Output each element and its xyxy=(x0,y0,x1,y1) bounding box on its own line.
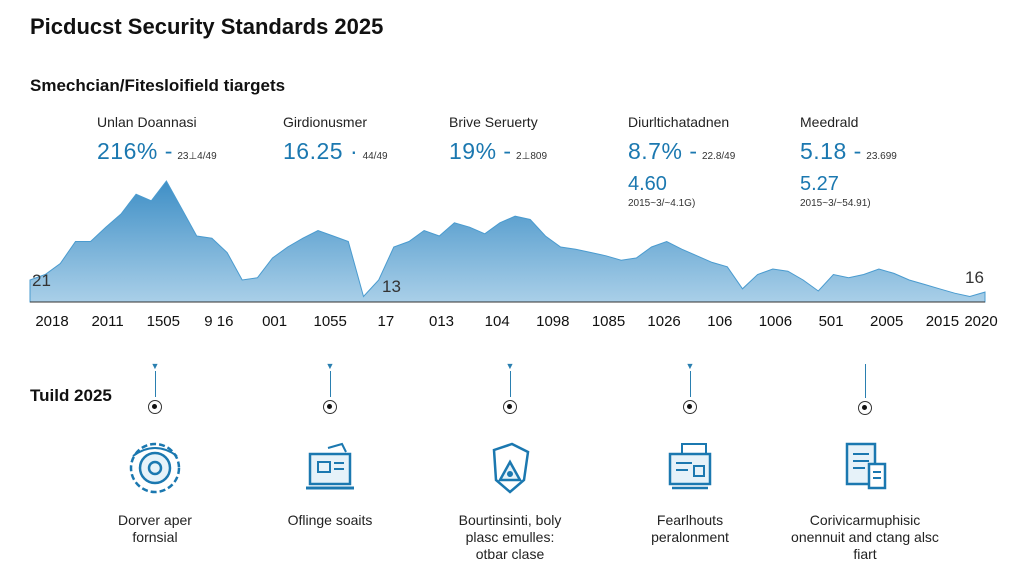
document-monitor-icon xyxy=(306,442,354,490)
timeline-item-3: ▼ Bourtinsinti, boly plasc emulles: otba… xyxy=(425,361,595,563)
x-tick-label: 1098 xyxy=(536,313,569,330)
metric-label: Brive Seruerty xyxy=(449,114,538,130)
metric-sub: 2⊥809 xyxy=(516,151,548,162)
metric-label: Girdionusmer xyxy=(283,114,368,130)
x-tick-label: 501 xyxy=(819,313,844,330)
metric-label: Unlan Doannasi xyxy=(97,114,197,130)
x-tick-label: 1085 xyxy=(592,313,625,330)
metric-value: 216% - xyxy=(97,138,173,164)
timeline-caption: Fearlhouts peralonment xyxy=(651,512,729,545)
timeline-dot xyxy=(503,400,517,414)
shield-drop-icon xyxy=(492,442,530,494)
timeline-dot xyxy=(323,400,337,414)
timeline-caption: Dorver aper fornsial xyxy=(118,512,192,545)
metric-value-secondary: 4.60 xyxy=(628,173,667,195)
page-title: Picducst Security Standards 2025 xyxy=(30,14,384,39)
section-subtitle: Smechcian/Fitesloifield tiargets xyxy=(30,76,286,95)
x-tick-label: 1055 xyxy=(314,313,347,330)
timeline-caption: Bourtinsinti, boly plasc emulles: otbar … xyxy=(458,512,562,562)
metric-sub-secondary: 2015~3/~4.1G) xyxy=(628,198,696,209)
x-tick-label: 9 16 xyxy=(204,313,233,330)
metric-sub: 44/49 xyxy=(362,151,388,162)
x-tick-label: 1026 xyxy=(647,313,680,330)
area-chart: 21 16 13 2018 2011 1505 9 16 001 1055 17 013 104… xyxy=(29,180,998,330)
metric-2: Girdionusmer 16.25 · 44/49 xyxy=(283,114,463,165)
timeline-stem xyxy=(509,371,511,397)
timeline-item-4: ▼ Fearlhouts peralonment xyxy=(605,361,775,546)
x-tick-label: 2020 xyxy=(964,313,997,330)
timeline-dot xyxy=(858,401,872,415)
x-tick-labels: 2018 2011 1505 9 16 001 1055 17 013 104 1098 1085 1… xyxy=(35,313,997,330)
metric-1: Unlan Doannasi 216% - 23⊥4/49 xyxy=(97,114,277,165)
arrow-down-icon: ▼ xyxy=(505,361,515,371)
metric-value: 8.7% - xyxy=(628,138,698,164)
metric-3: Brive Seruerty 19% - 2⊥809 xyxy=(449,114,629,165)
checklist-document-icon xyxy=(845,442,887,490)
timeline-stem xyxy=(689,371,691,397)
right-value-label: 16 xyxy=(965,268,984,287)
left-value-label: 21 xyxy=(32,271,51,290)
x-tick-label: 013 xyxy=(429,313,454,330)
x-tick-label: 1006 xyxy=(759,313,792,330)
timeline-dot xyxy=(683,400,697,414)
timeline-item-5: Corivicarmuphisic onennuit and ctang als… xyxy=(780,364,950,562)
metric-label: Diurltichatadnen xyxy=(628,114,730,130)
metric-label: Meedrald xyxy=(800,114,859,130)
mid-value-label: 13 xyxy=(382,277,401,296)
metric-value: 5.18 - xyxy=(800,138,862,164)
metric-value: 16.25 · xyxy=(283,138,359,164)
terminal-panel-icon xyxy=(668,443,712,490)
x-tick-label: 2005 xyxy=(870,313,903,330)
arrow-down-icon: ▼ xyxy=(150,361,160,371)
timeline-title: Tuild 2025 xyxy=(30,386,112,405)
gear-globe-icon xyxy=(129,442,181,494)
timeline-caption: Corivicarmuphisic onennuit and ctang als… xyxy=(791,512,939,562)
metric-value-secondary: 5.27 xyxy=(800,173,839,195)
x-tick-label: 106 xyxy=(707,313,732,330)
metric-5: Meedrald 5.18 - 23.699 5.27 2015~3/~54.9… xyxy=(800,114,980,209)
timeline-item-2: ▼ Oflinge soaits xyxy=(245,361,415,529)
metric-sub: 23⊥4/49 xyxy=(177,151,217,162)
timeline-item-1: ▼ Dorver aper fornsial xyxy=(70,361,240,546)
arrow-down-icon: ▼ xyxy=(685,361,695,371)
x-tick-label: 104 xyxy=(485,313,510,330)
metric-sub-secondary: 2015~3/~54.91) xyxy=(800,198,871,209)
x-tick-label: 001 xyxy=(262,313,287,330)
arrow-down-icon: ▼ xyxy=(325,361,335,371)
x-tick-label: 2011 xyxy=(91,313,123,330)
x-tick-label: 1505 xyxy=(147,313,180,330)
x-tick-label: 2018 xyxy=(35,313,68,330)
metric-sub: 22.8/49 xyxy=(701,151,736,162)
metric-4: Diurltichatadnen 8.7% - 22.8/49 4.60 201… xyxy=(628,114,808,209)
metric-value: 19% - xyxy=(449,138,512,164)
x-tick-label: 17 xyxy=(378,313,395,330)
timeline-caption: Oflinge soaits xyxy=(287,512,373,528)
timeline-stem xyxy=(329,371,331,397)
x-tick-label: 2015 xyxy=(926,313,959,330)
timeline-stem xyxy=(864,364,866,398)
metric-sub: 23.699 xyxy=(866,151,897,162)
area-series xyxy=(29,180,986,303)
timeline-dot xyxy=(148,400,162,414)
timeline-stem xyxy=(154,371,156,397)
